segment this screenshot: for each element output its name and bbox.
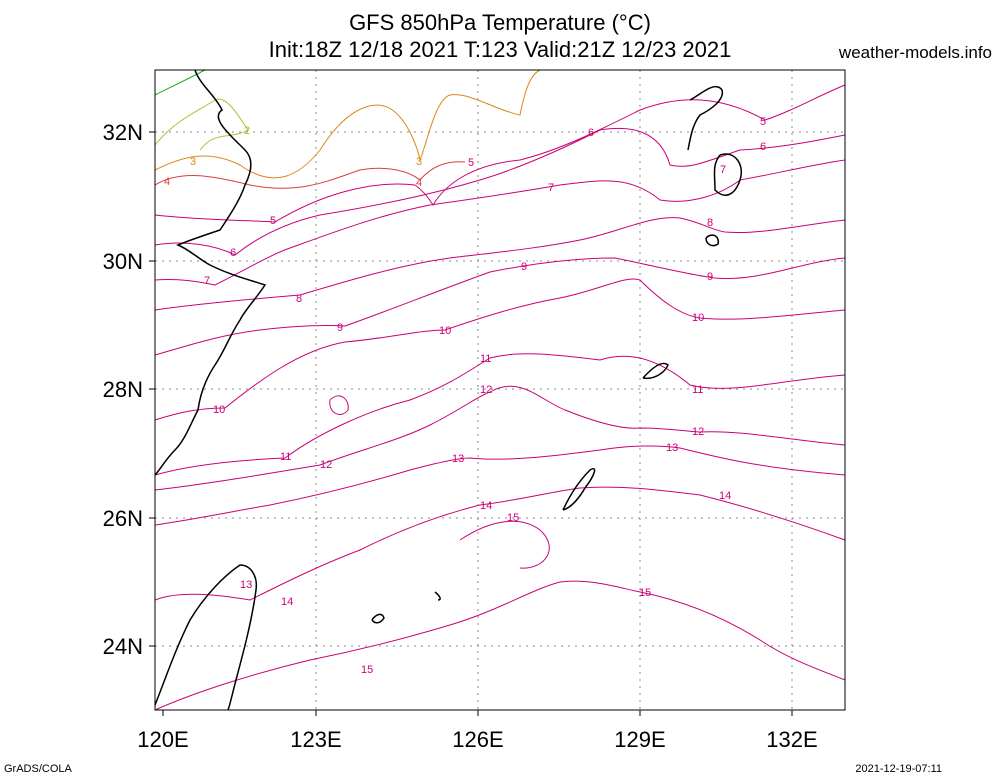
- lat-tick-label: 24N: [103, 634, 143, 659]
- contour-label: 13: [240, 579, 252, 591]
- map-title: GFS 850hPa Temperature (°C): [349, 10, 651, 35]
- contour-lines: [154, 69, 846, 711]
- contour-label: 14: [281, 596, 293, 608]
- contour-label: 3: [190, 156, 196, 168]
- lon-tick-label: 123E: [290, 727, 341, 752]
- source-label: weather-models.info: [838, 43, 992, 62]
- contour-label: 11: [480, 353, 491, 365]
- lon-tick-label: 120E: [137, 727, 188, 752]
- map-frame: [154, 69, 846, 711]
- isotherm-14: [154, 486, 846, 601]
- isotherm-4: [154, 161, 466, 189]
- contour-label: 15: [507, 512, 519, 524]
- isotherm-12: [154, 385, 846, 491]
- contour-label: 12: [480, 384, 492, 396]
- yaeyama-coast: [371, 591, 441, 624]
- isotherm-1: [154, 69, 206, 96]
- china-coast: [154, 69, 267, 476]
- isotherm-5: [154, 84, 846, 223]
- isotherm-3: [154, 69, 541, 179]
- isotherm-13: [154, 445, 846, 526]
- axis-ticks: [149, 131, 793, 716]
- contour-label: 8: [296, 293, 302, 305]
- contour-label: 15: [639, 587, 651, 599]
- contour-label: 6: [588, 127, 594, 139]
- isotherm-15: [154, 580, 846, 711]
- lon-tick-label: 132E: [766, 727, 817, 752]
- isotherm-10: [154, 278, 846, 421]
- contour-label: 9: [707, 271, 713, 283]
- isotherm-9: [154, 257, 846, 356]
- contour-label: 10: [692, 312, 704, 324]
- okinawa-coast: [562, 468, 596, 511]
- software-credit: GrADS/COLA: [4, 763, 72, 775]
- contour-label: 7: [720, 164, 726, 176]
- contour-label: 13: [452, 453, 464, 465]
- lon-tick-label: 129E: [614, 727, 665, 752]
- contour-label: 9: [521, 261, 527, 273]
- contour-label: 12: [320, 459, 332, 471]
- contour-label: 9: [337, 322, 343, 334]
- contour-label: 10: [439, 325, 451, 337]
- lat-tick-label: 30N: [103, 249, 143, 274]
- contour-label: 15: [361, 664, 373, 676]
- render-timestamp: 2021-12-19-07:11: [855, 763, 942, 775]
- amami-coast: [642, 362, 669, 380]
- contour-label: 5: [270, 215, 276, 227]
- contour-label: 7: [204, 275, 210, 287]
- isotherm-2: [154, 98, 249, 151]
- isotherm-14b: [459, 520, 550, 569]
- lat-labels: 32N 30N 28N 26N 24N: [103, 120, 143, 659]
- contour-label: 12: [692, 426, 704, 438]
- contour-label: 11: [692, 384, 703, 396]
- contour-label: 14: [480, 500, 492, 512]
- taiwan-coast: [154, 564, 258, 711]
- contour-label: 13: [666, 442, 678, 454]
- tanegashima-coast: [705, 234, 720, 247]
- lat-tick-label: 26N: [103, 506, 143, 531]
- lon-tick-label: 126E: [452, 727, 503, 752]
- kyushu-coast: [687, 85, 742, 196]
- contour-label: 3: [416, 156, 422, 168]
- lat-tick-label: 32N: [103, 120, 143, 145]
- isotherm-7: [154, 159, 846, 286]
- contour-label: 6: [230, 247, 236, 259]
- contour-label: 6: [760, 141, 766, 153]
- contour-label: 5: [468, 157, 474, 169]
- contour-label: 4: [164, 176, 170, 188]
- coastlines: [154, 69, 742, 711]
- contour-label: 8: [707, 217, 713, 229]
- map-subtitle: Init:18Z 12/18 2021 T:123 Valid:21Z 12/2…: [268, 37, 732, 62]
- contour-label: 5: [760, 116, 766, 128]
- contour-label: 2: [244, 125, 250, 137]
- contour-label: 14: [719, 490, 731, 502]
- contour-label: 4: [416, 177, 422, 189]
- lat-tick-label: 28N: [103, 377, 143, 402]
- isotherm-11: [154, 353, 846, 476]
- contour-label: 11: [280, 451, 291, 463]
- grid: [155, 70, 845, 710]
- contour-label: 7: [548, 182, 554, 194]
- isotherm-6: [154, 127, 846, 256]
- contour-label: 10: [213, 404, 225, 416]
- isotherm-8: [154, 217, 846, 311]
- isotherm-12b: [329, 395, 349, 415]
- contour-label-group: 2 3 3 4 4 5 5 5 6 6 6 7 7 7 8 8 9 9 9 10…: [164, 116, 766, 676]
- lon-labels: 120E 123E 126E 129E 132E: [137, 727, 817, 752]
